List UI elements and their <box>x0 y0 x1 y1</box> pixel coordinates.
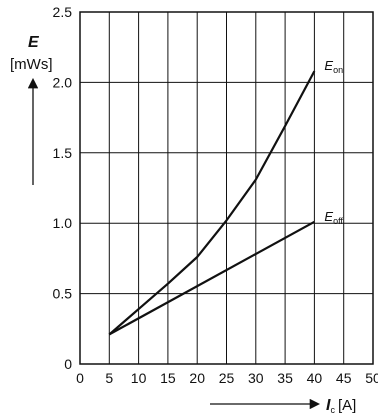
x-tick-label: 15 <box>160 370 176 386</box>
plot-frame <box>79 11 374 365</box>
y-tick-label: 0.5 <box>53 286 73 302</box>
x-axis-subscript: c <box>330 405 335 415</box>
x-axis-title: Ic [A] <box>326 397 356 415</box>
y-tick-label: 2.0 <box>53 74 73 90</box>
x-tick-label: 50 <box>365 370 378 386</box>
x-tick-label: 40 <box>307 370 323 386</box>
series-label-off: Eoff <box>324 209 343 226</box>
x-tick-label: 10 <box>131 370 147 386</box>
series-lines <box>108 70 316 336</box>
x-tick-label: 30 <box>248 370 264 386</box>
x-tick-label: 5 <box>105 370 113 386</box>
y-tick-labels: 0 0.5 1.0 1.5 2.0 2.5 <box>53 4 73 372</box>
x-tick-label: 20 <box>189 370 205 386</box>
x-tick-label: 45 <box>336 370 352 386</box>
series-line-on <box>108 70 316 336</box>
series-line-off <box>108 220 315 336</box>
y-tick-label: 2.5 <box>53 4 73 20</box>
series-labels: Eon Eoff <box>324 58 343 226</box>
y-tick-label: 0 <box>64 356 72 372</box>
y-tick-label: 1.5 <box>53 145 73 161</box>
x-tick-label: 0 <box>76 370 84 386</box>
x-tick-label: 25 <box>219 370 235 386</box>
y-tick-label: 1.0 <box>53 215 73 231</box>
series-label-on: Eon <box>324 58 343 75</box>
x-axis-unit: [A] <box>338 397 356 414</box>
y-axis-unit: [mWs] <box>10 56 53 73</box>
x-tick-label: 35 <box>277 370 293 386</box>
x-tick-labels: 0 5 10 15 20 25 30 35 40 45 50 <box>76 370 378 386</box>
y-axis-symbol: E <box>28 34 40 51</box>
x-axis-symbol: I <box>326 397 331 414</box>
